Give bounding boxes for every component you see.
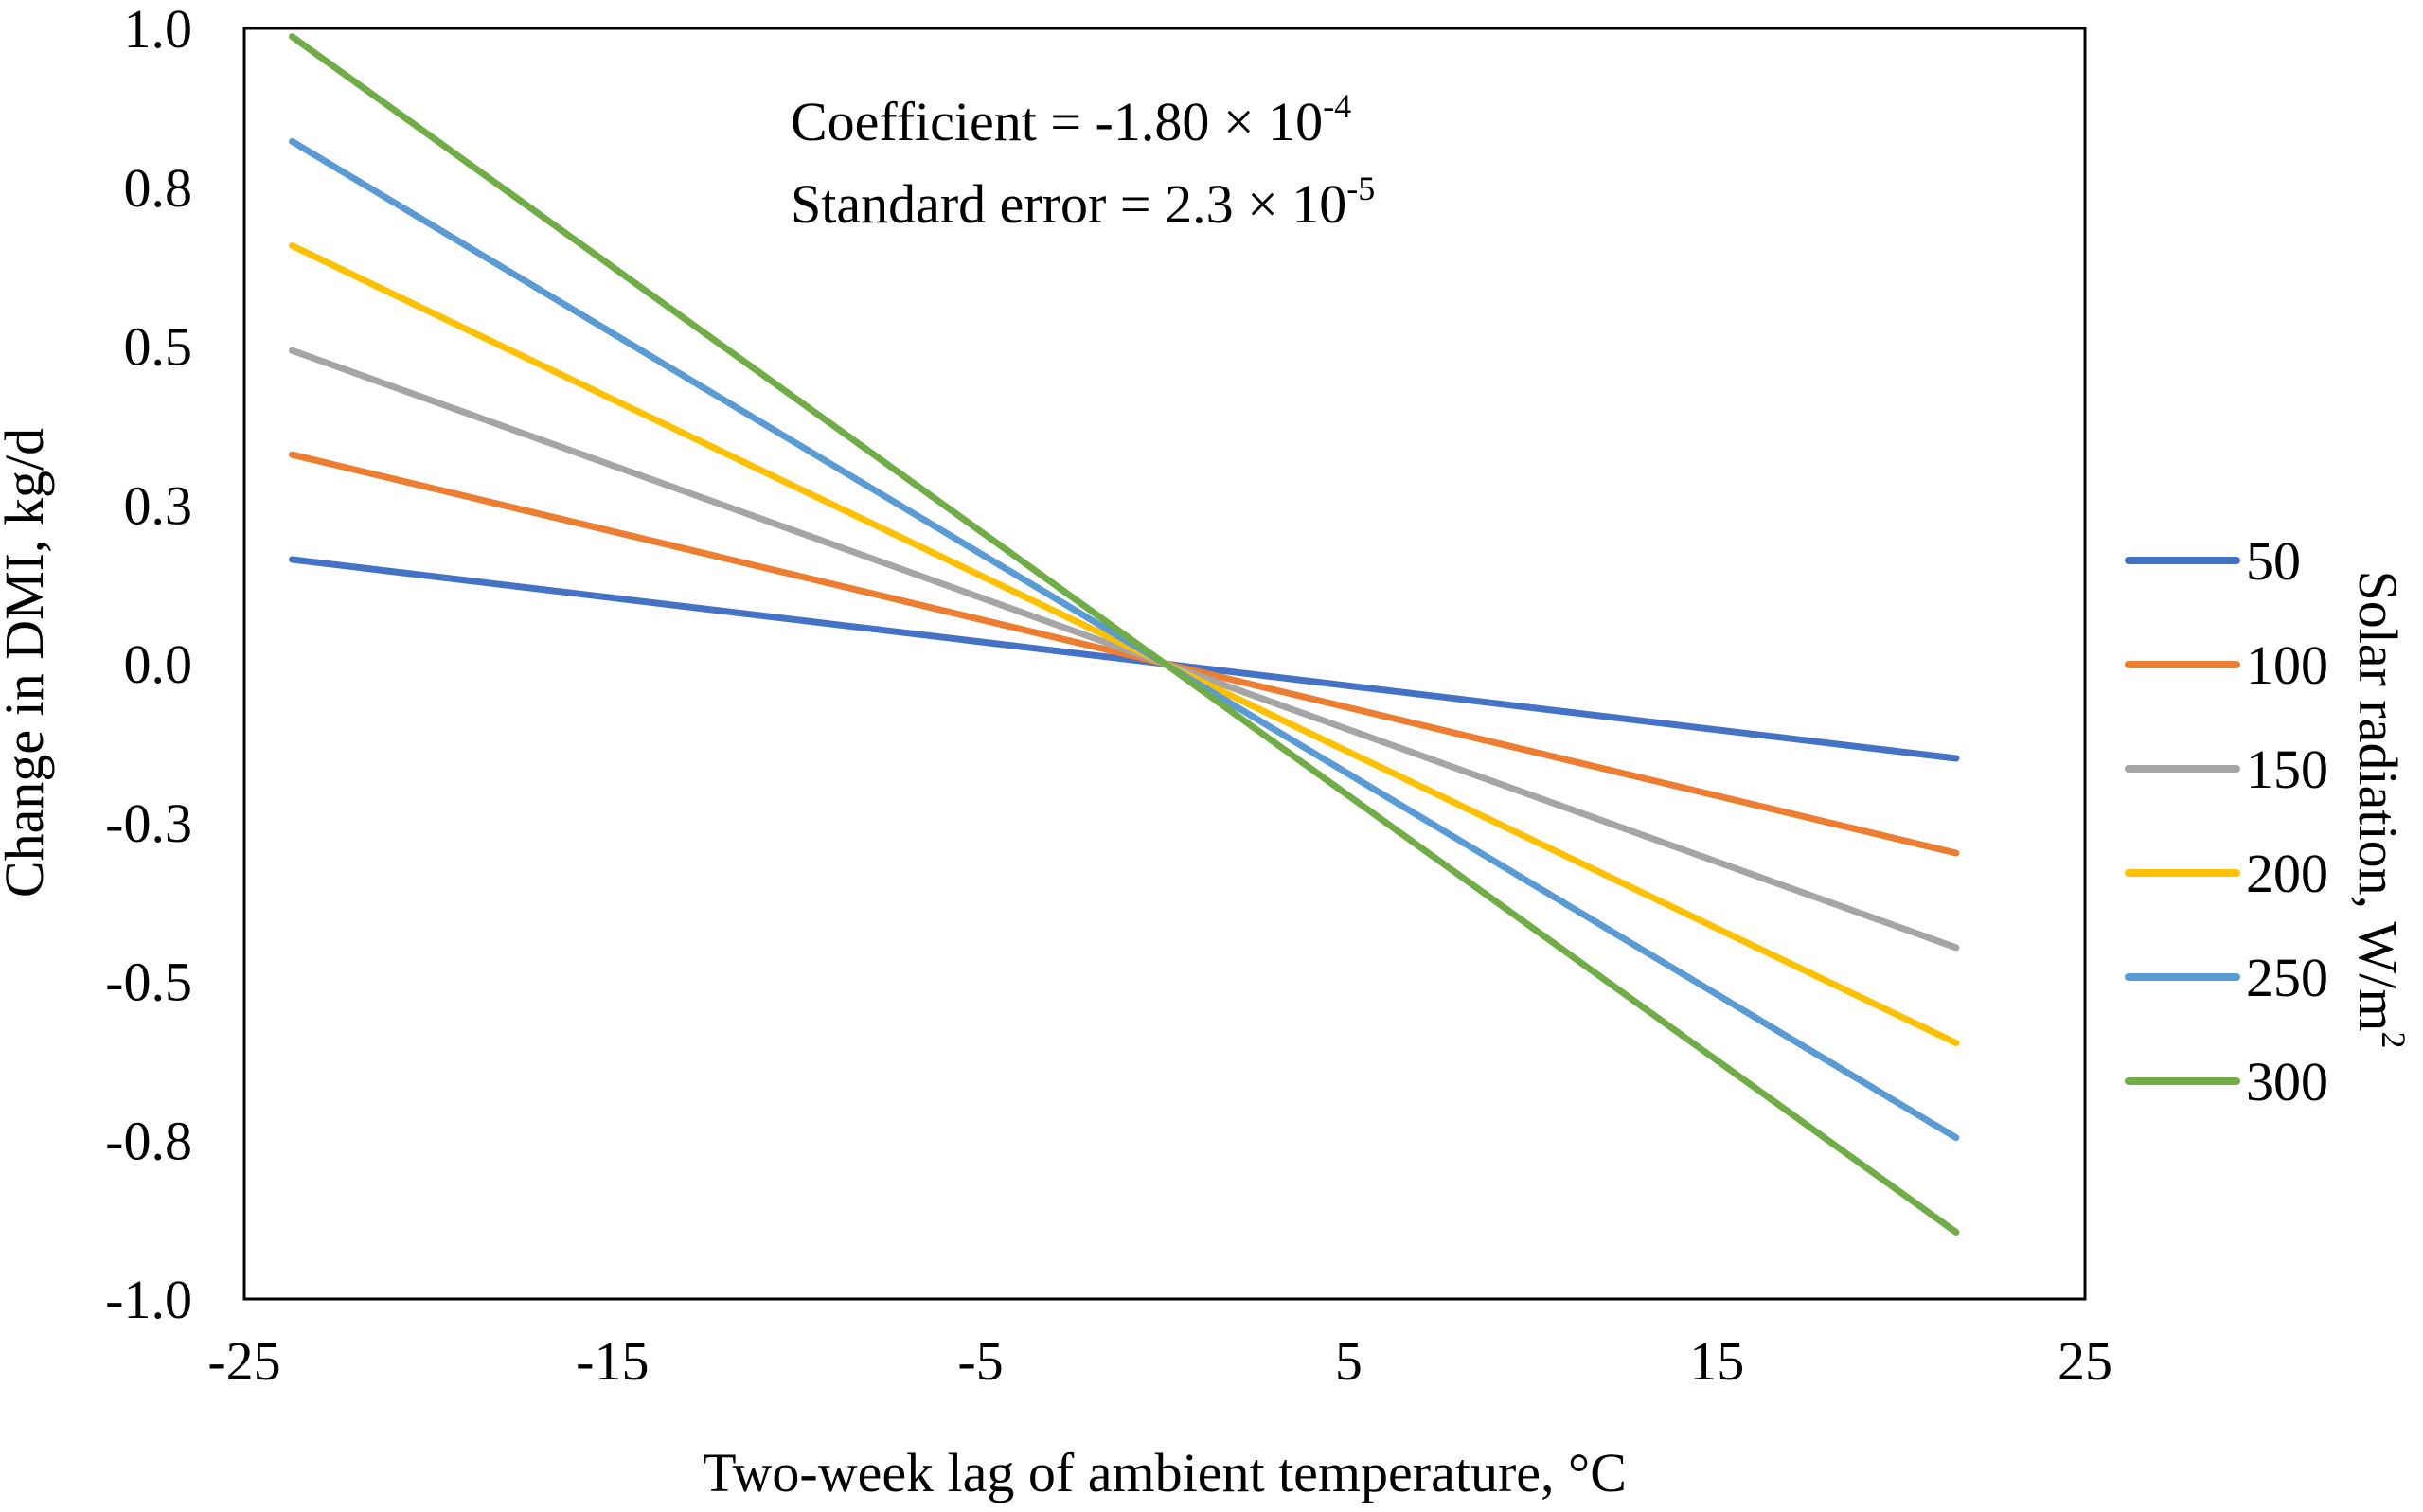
series-line-100: [289, 451, 1960, 857]
legend-label-150: 150: [2246, 738, 2328, 800]
legend-title: Solar radiation, W/m2: [2347, 571, 2413, 1049]
legend-label-250: 250: [2246, 947, 2328, 1008]
annotation-coefficient-exponent: -4: [1323, 87, 1351, 125]
y-tick-label: 0.5: [124, 316, 193, 378]
x-tick-label: 25: [2058, 1330, 2112, 1392]
plot-area-frame: [242, 27, 2087, 1301]
y-tick-label: 0.0: [124, 633, 193, 695]
series-line-250: [289, 137, 1960, 1142]
series-line-200: [289, 242, 1960, 1047]
y-axis-title: Change in DMI, kg/d: [0, 428, 55, 898]
y-tick-label: -1.0: [105, 1269, 192, 1330]
y-tick-label: -0.3: [105, 792, 192, 854]
annotation-standard-error-text: Standard error = 2.3 × 10: [791, 173, 1346, 235]
x-axis-title: Two-week lag of ambient temperature, °C: [703, 1442, 1627, 1503]
x-tick-label: -25: [207, 1330, 280, 1392]
y-tick-label: 0.3: [124, 474, 193, 536]
legend-label-50: 50: [2246, 530, 2301, 592]
annotation-coefficient: Coefficient = -1.80 × 10-4: [791, 87, 1351, 152]
legend-title-exponent: 2: [2375, 1032, 2413, 1049]
x-tick-label: 5: [1335, 1330, 1363, 1392]
x-tick-label: -15: [576, 1330, 649, 1392]
y-tick-label: 1.0: [124, 0, 193, 60]
legend-label-300: 300: [2246, 1051, 2328, 1112]
x-tick-label: 15: [1689, 1330, 1744, 1392]
annotation-coefficient-text: Coefficient = -1.80 × 10: [791, 91, 1323, 152]
series-line-150: [289, 347, 1960, 952]
legend-label-100: 100: [2246, 634, 2328, 696]
y-tick-label: 0.8: [124, 157, 193, 219]
legend-title-text: Solar radiation, W/m: [2347, 571, 2409, 1032]
series-line-50: [289, 556, 1960, 762]
annotation-standard-error-exponent: -5: [1346, 169, 1375, 207]
y-tick-label: -0.8: [105, 1110, 192, 1171]
x-tick-label: -5: [957, 1330, 1003, 1392]
legend: 50 100 150 200 250 300: [2125, 530, 2328, 1112]
y-tick-label: -0.5: [105, 952, 192, 1013]
annotation-standard-error: Standard error = 2.3 × 10-5: [791, 169, 1375, 235]
series-line-300: [289, 33, 1960, 1236]
legend-label-200: 200: [2246, 843, 2328, 904]
